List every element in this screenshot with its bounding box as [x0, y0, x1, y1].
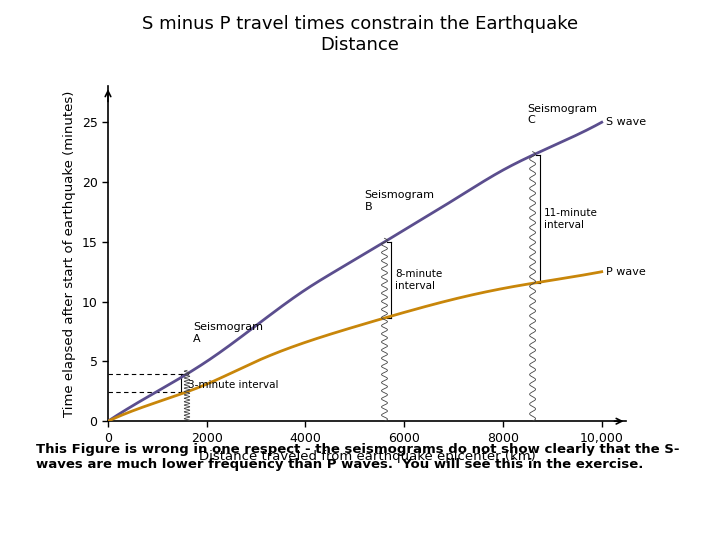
Text: Seismogram
A: Seismogram A	[193, 322, 263, 344]
Text: Seismogram
C: Seismogram C	[528, 104, 598, 125]
Text: 8-minute
interval: 8-minute interval	[395, 269, 442, 291]
Text: Seismogram
B: Seismogram B	[365, 191, 435, 212]
X-axis label: Distance traveled from earthquake epicenter (km): Distance traveled from earthquake epicen…	[199, 450, 536, 463]
Text: 11-minute
interval: 11-minute interval	[544, 208, 598, 230]
Text: S minus P travel times constrain the Earthquake
Distance: S minus P travel times constrain the Ear…	[142, 15, 578, 54]
Text: P wave: P wave	[606, 267, 645, 276]
Text: This Figure is wrong in one respect - the seismograms do not show clearly that t: This Figure is wrong in one respect - th…	[36, 443, 680, 471]
Y-axis label: Time elapsed after start of earthquake (minutes): Time elapsed after start of earthquake (…	[63, 91, 76, 417]
Text: 3-minute interval: 3-minute interval	[188, 380, 279, 390]
Text: S wave: S wave	[606, 117, 646, 127]
